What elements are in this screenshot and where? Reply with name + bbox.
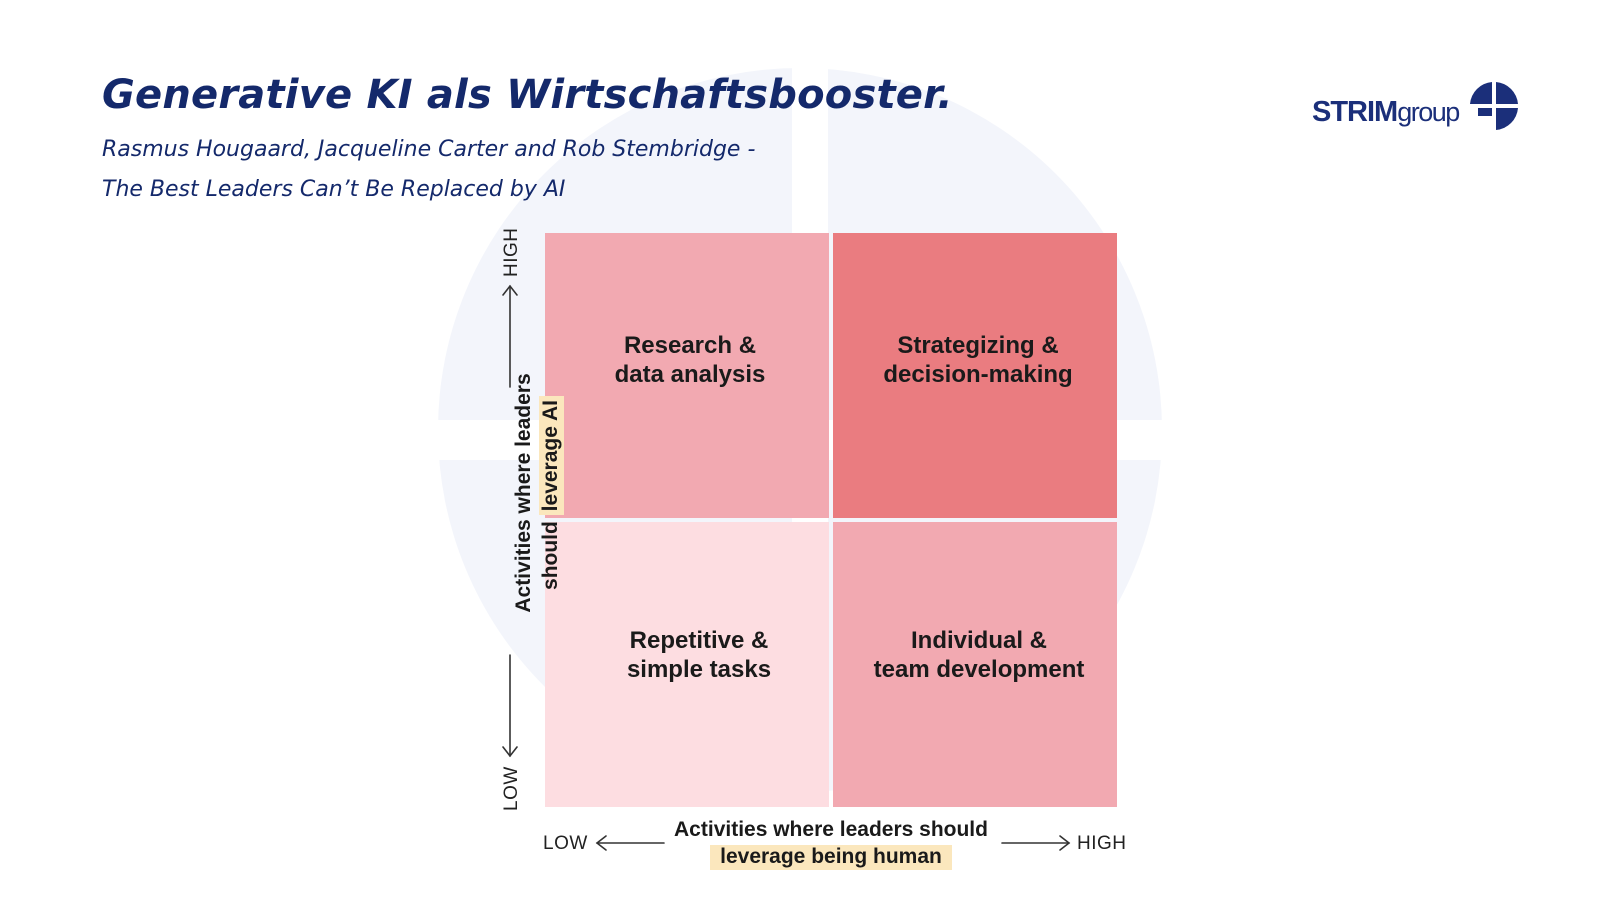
x-axis-high-tick: HIGH: [1077, 833, 1127, 854]
slide-title: Generative KI als Wirtschaftsbooster.: [102, 72, 953, 118]
subtitle-authors: Rasmus Hougaard, Jacqueline Carter and R…: [102, 137, 756, 162]
x-axis-label-line1: Activities where leaders should: [674, 818, 988, 841]
quadrant-repetitive-simple-tasks: Repetitive & simple tasks: [545, 522, 829, 807]
quadrant-research-data-analysis: Research & data analysis: [545, 233, 829, 518]
y-axis-label-highlight: leverage AI: [539, 396, 564, 516]
x-axis-label-highlight: leverage being human: [710, 845, 952, 870]
x-axis-low-tick: LOW: [543, 833, 588, 854]
logo-quartered-circle-icon: [1470, 82, 1518, 130]
logo-brand-bold: STRIM: [1312, 96, 1398, 128]
y-axis-label-prefix: should: [539, 515, 562, 590]
slide-subtitle: Rasmus Hougaard, Jacqueline Carter and R…: [102, 130, 755, 210]
subtitle-article: The Best Leaders Can’t Be Replaced by AI: [102, 177, 566, 202]
logo-wordmark: STRIMgroup: [1312, 96, 1460, 129]
quadrant-label: Research & data analysis: [614, 331, 766, 388]
quadrant-label: Repetitive & simple tasks: [626, 626, 772, 683]
y-axis-high-tick: HIGH: [501, 227, 522, 278]
quadrant-label: Individual & team development: [873, 626, 1085, 683]
logo-brand-light: group: [1397, 97, 1460, 127]
x-axis-label: Activities where leaders should leverage…: [660, 816, 1002, 870]
quadrant-strategizing-decision-making: Strategizing & decision-making: [833, 233, 1117, 518]
quadrant-individual-team-development: Individual & team development: [833, 522, 1117, 807]
strim-group-logo: STRIMgroup: [1312, 78, 1532, 138]
y-axis-label-line1: Activities where leaders: [512, 373, 535, 613]
y-axis-low-tick: LOW: [501, 766, 522, 811]
quadrant-label: Strategizing & decision-making: [883, 331, 1073, 388]
